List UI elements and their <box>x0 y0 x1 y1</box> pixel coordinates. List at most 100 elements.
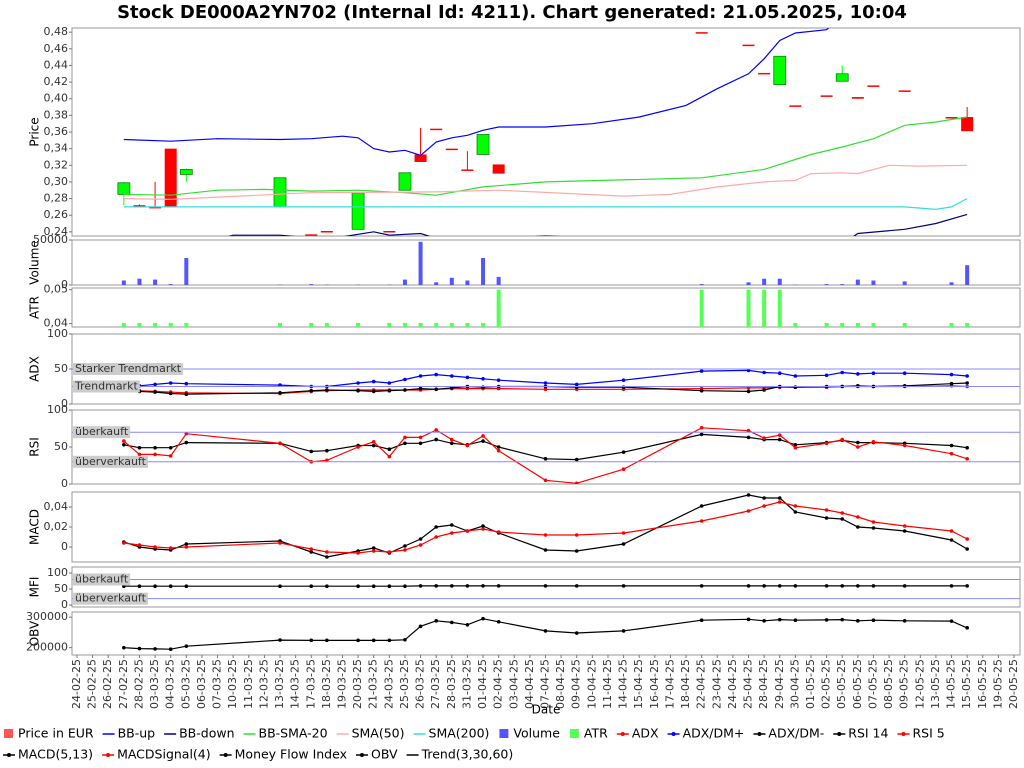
bar <box>496 289 501 327</box>
point-marker <box>699 504 704 508</box>
bar <box>465 322 470 327</box>
x-tick-label: 08-05-25 <box>882 659 895 709</box>
point-marker <box>481 524 485 528</box>
bar <box>871 322 876 327</box>
point-marker <box>965 626 969 630</box>
point-marker <box>403 584 407 588</box>
point-marker <box>371 440 376 444</box>
point-marker <box>168 445 173 450</box>
point-marker <box>762 504 766 508</box>
legend-label: MACDSignal(4) <box>117 747 211 762</box>
point-marker <box>137 543 142 547</box>
point-marker <box>278 638 282 642</box>
candle-body <box>133 205 146 207</box>
point-marker <box>434 535 438 539</box>
level-label-bg <box>73 426 131 439</box>
candle-body <box>742 44 755 47</box>
y-tick-label: 0,40 <box>44 92 69 105</box>
point-marker <box>403 377 407 382</box>
point-marker <box>403 637 407 642</box>
point-marker <box>325 448 329 453</box>
bar <box>153 279 158 285</box>
x-tick-label: 01-04-25 <box>476 659 489 709</box>
point-marker <box>793 445 798 450</box>
x-tick-label: 02-05-25 <box>820 659 833 709</box>
y-axis-label: MACD <box>28 509 42 545</box>
point-marker <box>699 388 704 393</box>
legend-item: BB-up <box>102 726 155 741</box>
candle-body <box>695 32 708 34</box>
point-marker <box>481 439 485 443</box>
bar <box>153 322 158 327</box>
point-marker <box>450 441 454 446</box>
legend-item: RSI 5 <box>897 726 945 741</box>
legend-swatch <box>569 729 579 738</box>
point-marker <box>621 629 626 633</box>
bar <box>840 284 845 285</box>
point-marker <box>450 374 454 378</box>
point-marker <box>621 385 626 390</box>
bar <box>309 284 314 285</box>
x-tick-label: 03-04-25 <box>507 659 520 709</box>
level-label-bg <box>73 455 148 468</box>
legend-label: RSI 5 <box>912 726 944 741</box>
point-marker <box>418 386 423 391</box>
point-marker <box>184 431 189 436</box>
point-marker <box>746 389 751 394</box>
point-marker <box>403 441 407 446</box>
point-marker <box>325 388 329 392</box>
point-marker <box>574 631 579 635</box>
candle-body <box>164 148 177 207</box>
point-marker <box>481 434 485 438</box>
bar <box>746 289 751 327</box>
x-tick-label: 10-03-25 <box>226 659 239 709</box>
x-tick-label: 26-02-25 <box>101 659 114 709</box>
point-marker <box>403 548 407 552</box>
series-line <box>123 198 968 211</box>
point-marker <box>309 547 314 551</box>
plot-group <box>122 368 969 397</box>
x-tick-label: 06-03-25 <box>195 659 208 709</box>
point-marker <box>543 387 548 392</box>
point-marker <box>574 457 579 462</box>
legend-label: MACD(5,13) <box>18 747 93 762</box>
x-tick-label: 09-05-25 <box>898 659 911 709</box>
plot-group <box>122 616 969 652</box>
level-label-bg <box>73 363 184 375</box>
point-marker <box>278 441 282 446</box>
point-marker <box>356 445 360 449</box>
point-marker <box>762 619 766 623</box>
candle-body <box>305 234 318 236</box>
series-line <box>123 28 830 156</box>
legend-item: ADX/DM+ <box>667 726 745 741</box>
y-tick-label: 0,48 <box>44 25 69 38</box>
candle-body <box>898 90 911 92</box>
y-tick-label: 200000 <box>26 641 68 654</box>
point-marker <box>621 531 626 535</box>
bar <box>418 322 423 327</box>
y-tick-label: 50 <box>54 362 68 375</box>
legend-item: OBV <box>355 747 398 762</box>
point-marker <box>387 381 392 385</box>
point-marker <box>137 452 142 457</box>
point-marker <box>856 440 860 445</box>
point-marker <box>840 437 845 442</box>
point-marker <box>387 584 392 588</box>
point-marker <box>325 638 329 643</box>
point-marker <box>371 443 376 448</box>
y-axis-label: OBV <box>28 620 42 646</box>
legend-label: BB-down <box>179 726 234 741</box>
candle-body <box>773 55 787 85</box>
point-marker <box>356 551 360 555</box>
legend-swatch <box>4 729 13 738</box>
point-marker <box>418 537 423 541</box>
bar <box>184 322 189 327</box>
bar <box>855 322 860 327</box>
point-marker <box>434 437 438 442</box>
level-label-bg <box>73 380 140 393</box>
y-tick-label: 300000 <box>26 610 68 623</box>
point-marker <box>762 584 766 588</box>
point-marker <box>371 379 376 384</box>
legend-label: ADX/DM+ <box>683 726 745 741</box>
y-tick-label: 100 <box>47 566 68 579</box>
